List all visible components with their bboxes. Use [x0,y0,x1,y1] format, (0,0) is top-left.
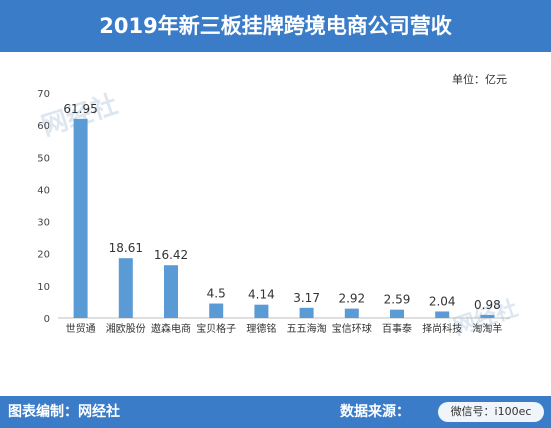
bar [164,265,178,318]
wechat-badge: 微信号：i100ec [438,402,544,422]
x-tick-label: 百事泰 [382,322,412,335]
y-tick-label: 20 [37,250,50,261]
bar [435,311,450,318]
y-tick-label: 0 [44,314,50,325]
bar [390,309,404,318]
x-tick-label: 宝信环球 [332,322,372,335]
bar [254,304,269,318]
title-banner: 2019年新三板挂牌跨境电商公司营收 [0,0,551,52]
chart-title: 2019年新三板挂牌跨境电商公司营收 [99,14,452,38]
data-label: 4.14 [248,288,275,302]
footer-banner: 图表编制：网经社 数据来源： 微信号：i100ec [0,396,551,428]
data-label: 18.61 [109,241,143,255]
x-tick-label: 理德铭 [246,322,276,335]
x-tick-label: 世贸通 [66,323,96,335]
footer-source: 数据来源： [340,404,410,420]
bar [344,308,359,318]
unit-label: 单位：亿元 [452,73,507,86]
data-label: 61.95 [63,102,97,116]
bar [73,118,88,318]
x-tick-label: 五五海淘 [287,322,327,335]
data-label: 0.98 [474,298,501,312]
y-tick-label: 60 [37,121,50,132]
x-tick-label: 择尚科技 [422,322,462,335]
data-label: 4.5 [207,287,226,301]
x-tick-label: 遨森电商 [151,322,191,335]
data-label: 2.59 [384,293,411,307]
x-tick-label: 湘欧股份 [106,322,146,335]
x-tick-label: 宝贝格子 [196,322,236,335]
x-tick-label: 淘淘羊 [472,322,502,335]
data-label: 2.04 [429,294,456,308]
y-tick-label: 40 [37,185,50,196]
bar [209,303,224,318]
data-label: 2.92 [338,292,365,306]
data-label: 3.17 [293,291,320,305]
data-label: 16.42 [154,248,188,262]
y-tick-label: 50 [37,153,50,164]
bar [118,258,133,318]
bar-chart: 0 10 20 30 40 50 60 70 61.95 世贸通 18.61 湘欧股份 16.42 遨森电… [37,89,510,335]
y-tick-label: 10 [37,282,50,293]
y-tick-label: 70 [37,89,50,100]
bar [299,307,314,318]
y-tick-label: 30 [37,218,50,229]
bar [480,314,495,318]
footer-credit: 图表编制：网经社 [8,404,120,420]
